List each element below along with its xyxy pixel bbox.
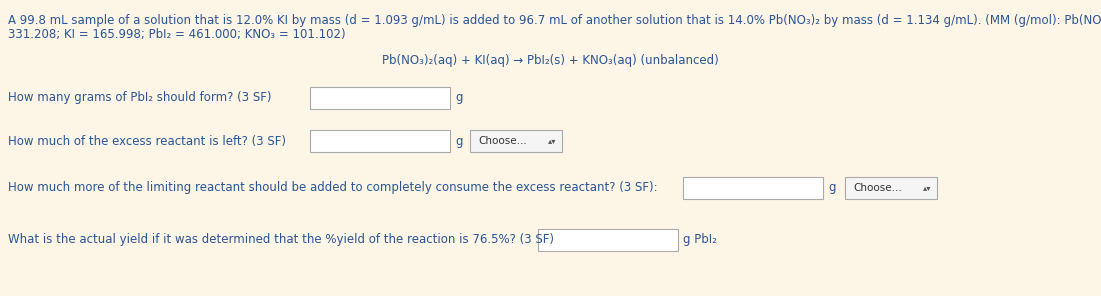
Text: g: g [455,91,462,104]
FancyBboxPatch shape [844,177,937,199]
FancyBboxPatch shape [310,130,450,152]
Text: g: g [455,134,462,147]
FancyBboxPatch shape [310,87,450,109]
Text: How many grams of PbI₂ should form? (3 SF): How many grams of PbI₂ should form? (3 S… [8,91,272,104]
FancyBboxPatch shape [683,177,824,199]
Text: ▴▾: ▴▾ [548,136,556,146]
Text: Pb(NO₃)₂(aq) + KI(aq) → PbI₂(s) + KNO₃(aq) (unbalanced): Pb(NO₃)₂(aq) + KI(aq) → PbI₂(s) + KNO₃(a… [382,54,718,67]
Text: How much more of the limiting reactant should be added to completely consume the: How much more of the limiting reactant s… [8,181,657,194]
Text: Choose...: Choose... [853,183,902,193]
Text: What is the actual yield if it was determined that the %yield of the reaction is: What is the actual yield if it was deter… [8,234,554,247]
Text: Choose...: Choose... [478,136,526,146]
Text: 331.208; KI = 165.998; PbI₂ = 461.000; KNO₃ = 101.102): 331.208; KI = 165.998; PbI₂ = 461.000; K… [8,28,346,41]
Text: g: g [828,181,836,194]
FancyBboxPatch shape [538,229,678,251]
Text: How much of the excess reactant is left? (3 SF): How much of the excess reactant is left?… [8,134,286,147]
Text: ▴▾: ▴▾ [923,184,931,192]
Text: g PbI₂: g PbI₂ [683,234,717,247]
FancyBboxPatch shape [470,130,562,152]
Text: A 99.8 mL sample of a solution that is 12.0% KI by mass (d = 1.093 g/mL) is adde: A 99.8 mL sample of a solution that is 1… [8,14,1101,27]
